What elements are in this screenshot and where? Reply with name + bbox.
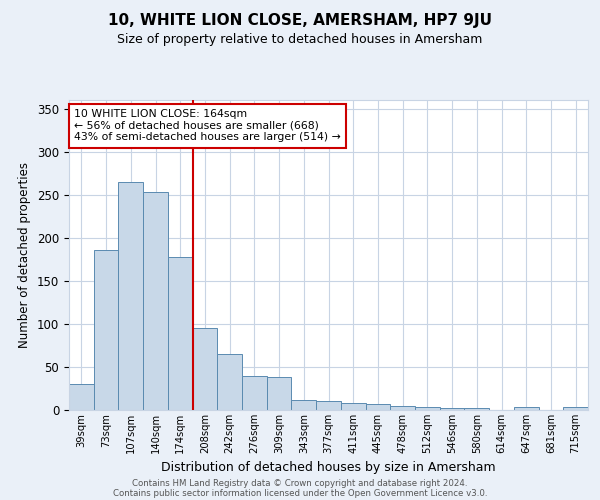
Bar bbox=[94, 250, 118, 410]
Bar bbox=[440, 408, 464, 410]
X-axis label: Distribution of detached houses by size in Amersham: Distribution of detached houses by size … bbox=[161, 462, 496, 474]
Bar bbox=[168, 256, 193, 410]
Bar bbox=[316, 402, 341, 410]
Bar bbox=[267, 378, 292, 410]
Bar bbox=[415, 408, 440, 410]
Text: 10 WHITE LION CLOSE: 164sqm
← 56% of detached houses are smaller (668)
43% of se: 10 WHITE LION CLOSE: 164sqm ← 56% of det… bbox=[74, 110, 341, 142]
Y-axis label: Number of detached properties: Number of detached properties bbox=[19, 162, 31, 348]
Bar bbox=[193, 328, 217, 410]
Text: Contains HM Land Registry data © Crown copyright and database right 2024.: Contains HM Land Registry data © Crown c… bbox=[132, 478, 468, 488]
Bar bbox=[390, 406, 415, 410]
Bar bbox=[464, 408, 489, 410]
Bar bbox=[514, 408, 539, 410]
Text: Contains public sector information licensed under the Open Government Licence v3: Contains public sector information licen… bbox=[113, 488, 487, 498]
Bar bbox=[292, 400, 316, 410]
Text: Size of property relative to detached houses in Amersham: Size of property relative to detached ho… bbox=[118, 32, 482, 46]
Bar bbox=[365, 404, 390, 410]
Bar bbox=[563, 408, 588, 410]
Bar bbox=[217, 354, 242, 410]
Text: 10, WHITE LION CLOSE, AMERSHAM, HP7 9JU: 10, WHITE LION CLOSE, AMERSHAM, HP7 9JU bbox=[108, 12, 492, 28]
Bar bbox=[118, 182, 143, 410]
Bar bbox=[242, 376, 267, 410]
Bar bbox=[143, 192, 168, 410]
Bar bbox=[341, 403, 365, 410]
Bar bbox=[69, 384, 94, 410]
